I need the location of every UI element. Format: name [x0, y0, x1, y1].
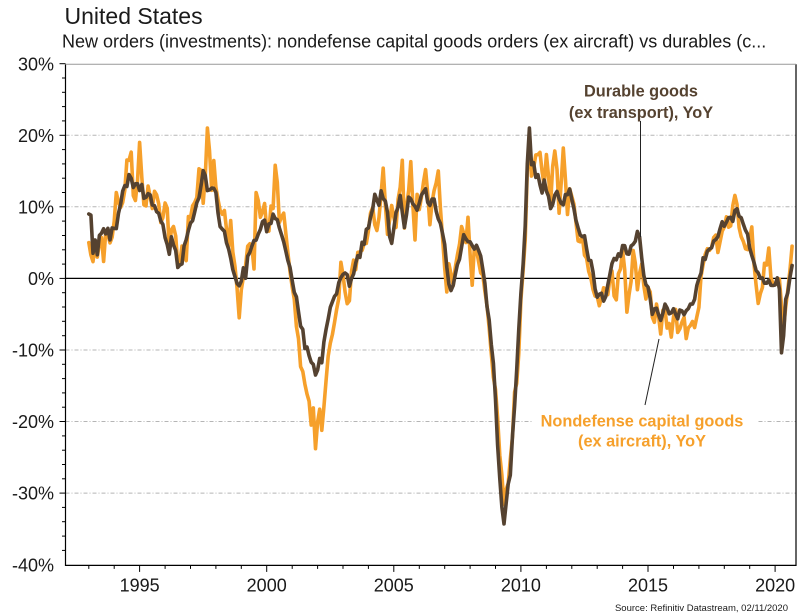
- svg-text:-20%: -20%: [12, 412, 54, 432]
- svg-text:Nondefense capital goods: Nondefense capital goods: [541, 413, 744, 431]
- svg-text:2020: 2020: [755, 576, 795, 596]
- svg-text:New orders (investments): nond: New orders (investments): nondefense cap…: [62, 32, 766, 52]
- svg-text:-10%: -10%: [12, 341, 54, 361]
- svg-text:-30%: -30%: [12, 484, 54, 504]
- svg-text:20%: 20%: [18, 126, 54, 146]
- svg-text:2000: 2000: [247, 576, 287, 596]
- svg-text:2005: 2005: [374, 576, 414, 596]
- svg-text:30%: 30%: [18, 54, 54, 74]
- svg-text:2010: 2010: [501, 576, 541, 596]
- svg-text:(ex transport), YoY: (ex transport), YoY: [569, 104, 713, 122]
- svg-text:(ex aircraft), YoY: (ex aircraft), YoY: [578, 433, 706, 451]
- svg-text:Durable goods: Durable goods: [584, 83, 698, 101]
- svg-text:-40%: -40%: [12, 555, 54, 575]
- svg-text:2015: 2015: [628, 576, 668, 596]
- svg-text:Source: Refinitiv Datastream,: Source: Refinitiv Datastream, 02/11/2020: [615, 603, 788, 614]
- svg-text:10%: 10%: [18, 197, 54, 217]
- svg-text:United States: United States: [65, 3, 203, 29]
- svg-text:0%: 0%: [28, 269, 54, 289]
- svg-text:1995: 1995: [120, 576, 160, 596]
